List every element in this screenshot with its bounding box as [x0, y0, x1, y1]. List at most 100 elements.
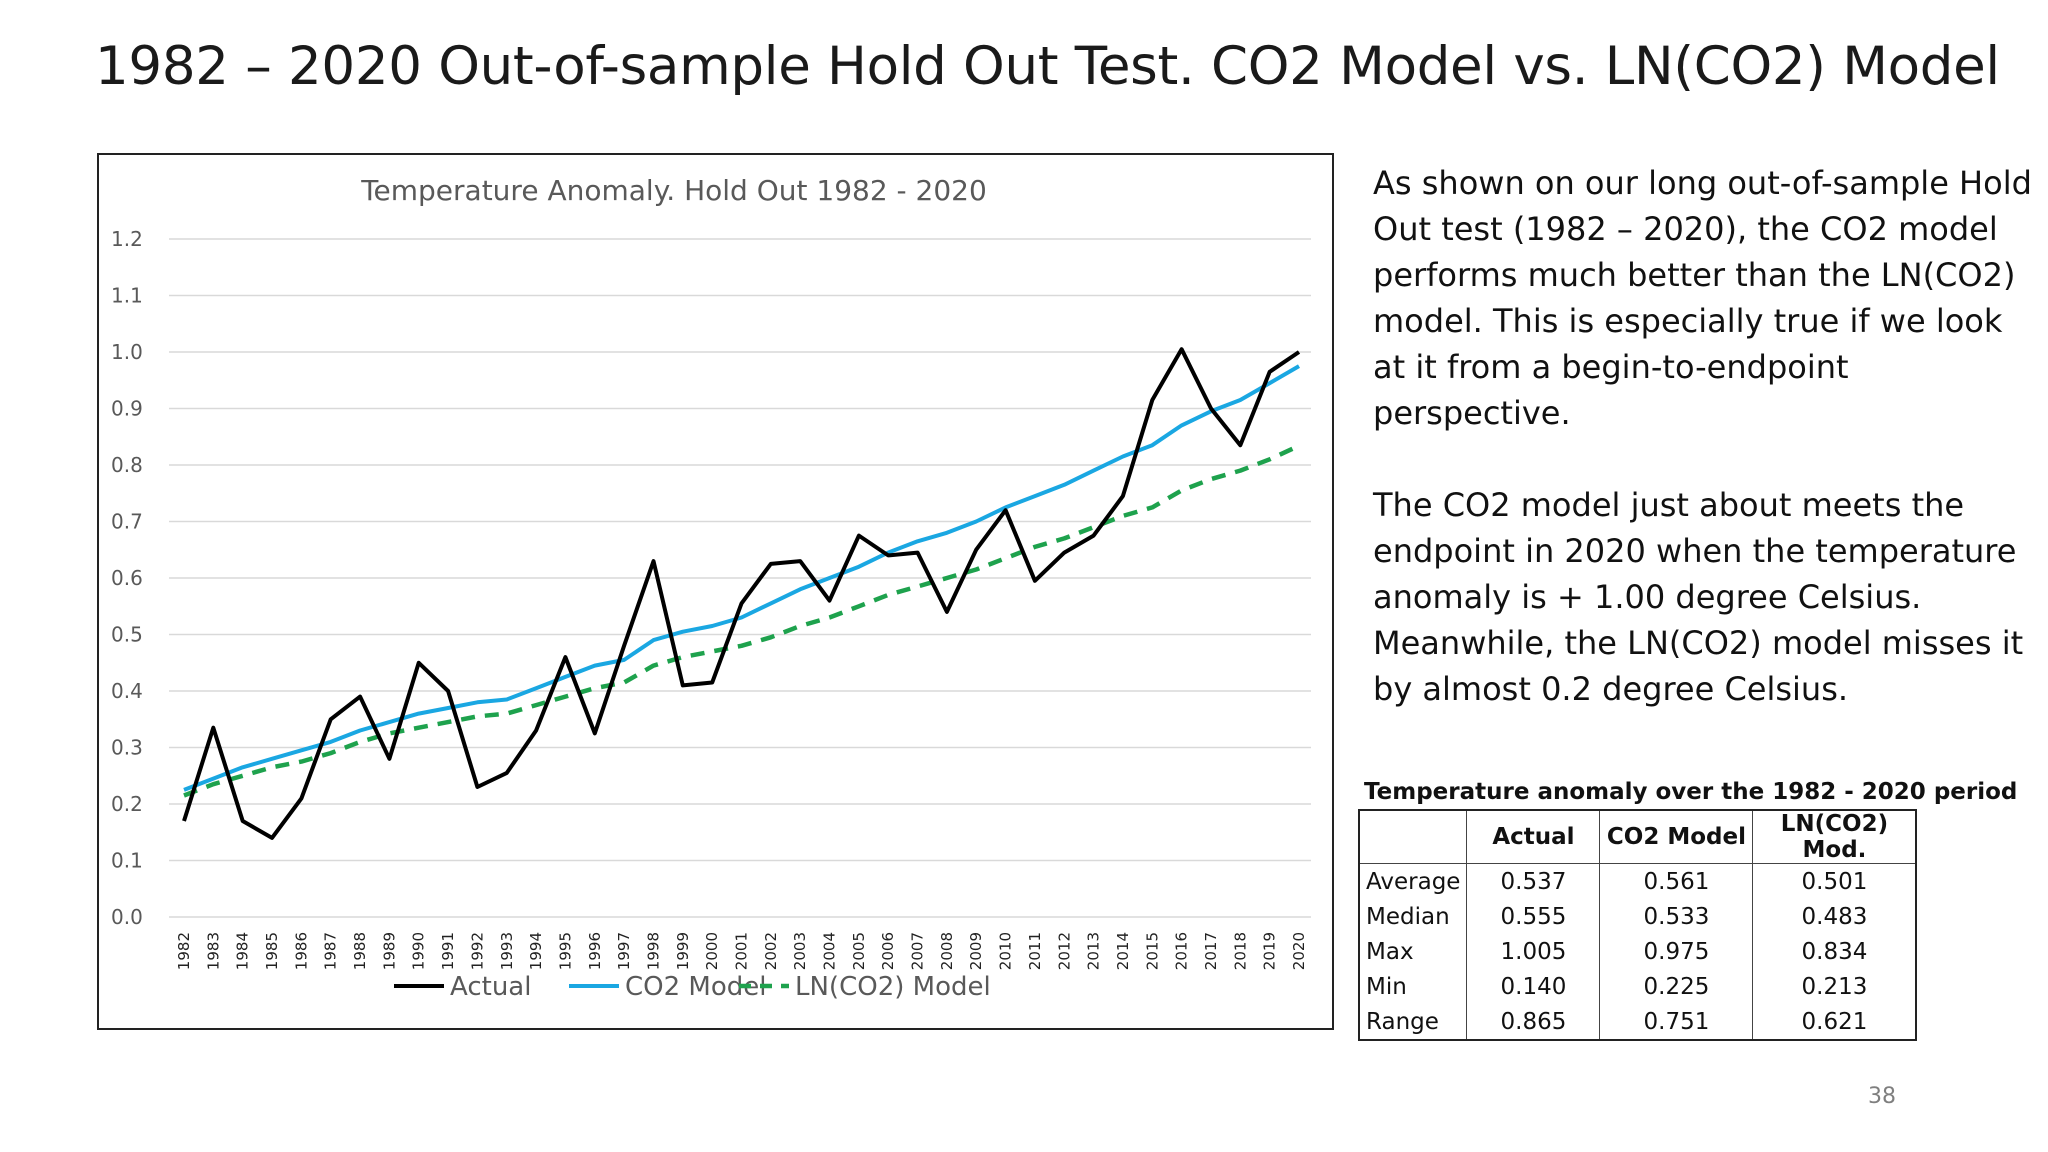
cell-value: 0.501 [1752, 863, 1917, 899]
cell-value: 0.537 [1500, 868, 1567, 895]
x-tick-label: 1984 [234, 932, 252, 970]
table-row: Max 1.005 0.975 0.834 [1359, 934, 1917, 969]
y-tick-label: 0.0 [111, 905, 143, 929]
y-tick-label: 0.8 [111, 453, 143, 477]
cell-value: 1.005 [1500, 938, 1567, 965]
x-tick-label: 1988 [351, 932, 369, 970]
x-tick-label: 1997 [615, 932, 633, 970]
row-label: Range [1359, 1004, 1468, 1040]
series-line-co2-model [183, 364, 1301, 792]
cell-value: 0.555 [1500, 903, 1567, 930]
x-axis-ticks: 1982 1983 1984 1985 1986 1987 1988 1989 1990 1991… [175, 932, 1308, 970]
series-line-actual [182, 347, 1301, 840]
x-tick-label: 1998 [644, 932, 662, 970]
x-tick-label: 2017 [1202, 932, 1220, 970]
y-tick-label: 0.3 [111, 736, 143, 760]
description-paragraph-1: As shown on our long out-of-sample Hold … [1373, 164, 2032, 432]
x-tick-label: 2001 [733, 932, 751, 970]
chart-title: Temperature Anomaly. Hold Out 1982 - 202… [360, 174, 987, 207]
table-row: Median 0.555 0.533 0.483 [1359, 899, 1917, 934]
cell-value: 0.621 [1752, 1004, 1917, 1040]
table-row: Min 0.140 0.225 0.213 [1359, 969, 1917, 1004]
y-tick-label: 0.5 [111, 623, 143, 647]
series-line-ln-co2-model [183, 443, 1300, 798]
x-tick-label: 2008 [938, 932, 956, 970]
x-tick-label: 1987 [322, 932, 340, 970]
x-tick-label: 2018 [1231, 932, 1249, 970]
y-tick-label: 0.6 [111, 566, 143, 590]
y-tick-label: 1.0 [111, 340, 143, 364]
x-tick-label: 2002 [762, 932, 780, 970]
x-tick-label: 2006 [879, 932, 897, 970]
row-label: Max [1359, 934, 1468, 969]
cell-value: 0.225 [1599, 969, 1753, 1004]
y-tick-label: 0.1 [111, 849, 143, 873]
cell-value: 0.751 [1599, 1004, 1753, 1040]
x-tick-label: 2019 [1261, 932, 1279, 970]
x-tick-label: 2004 [821, 932, 839, 970]
stats-table: Actual CO2 Model LN(CO2) Mod. Average 0.… [1358, 809, 1918, 1041]
y-tick-label: 1.2 [111, 227, 143, 251]
y-tick-label: 0.2 [111, 792, 143, 816]
stats-header-row: Actual CO2 Model LN(CO2) Mod. [1359, 810, 1917, 864]
x-tick-label: 1999 [674, 932, 692, 970]
x-tick-label: 2007 [909, 932, 927, 970]
stats-header-actual: Actual [1466, 810, 1600, 864]
stats-header-co2-model: CO2 Model [1599, 810, 1753, 864]
y-tick-label: 1.1 [111, 284, 143, 308]
x-tick-label: 1983 [204, 932, 222, 970]
y-tick-label: 0.7 [111, 510, 143, 534]
x-tick-label: 2014 [1114, 932, 1132, 970]
x-tick-label: 1991 [439, 932, 457, 970]
x-tick-label: 1996 [586, 932, 604, 970]
x-tick-label: 1985 [263, 932, 281, 970]
x-tick-label: 1995 [556, 932, 574, 970]
series-lines [182, 347, 1301, 840]
cell-value: 0.140 [1500, 973, 1567, 1000]
table-row: Range 0.865 0.751 0.621 [1359, 1004, 1917, 1040]
x-tick-label: 1993 [498, 932, 516, 970]
x-tick-label: 2015 [1143, 932, 1161, 970]
x-tick-label: 2005 [850, 932, 868, 970]
stats-table-title: Temperature anomaly over the 1982 - 2020… [1364, 779, 2018, 805]
x-tick-label: 2011 [1026, 932, 1044, 970]
chart-frame: Temperature Anomaly. Hold Out 1982 - 202… [97, 153, 1334, 1030]
cell-value: 0.561 [1599, 863, 1753, 899]
x-tick-label: 1982 [175, 932, 193, 970]
page-number: 38 [1868, 1084, 1896, 1109]
legend-label: Actual [450, 972, 531, 1002]
stats-header-ln-co2-model: LN(CO2) Mod. [1752, 810, 1917, 864]
cell-value: 0.213 [1752, 969, 1917, 1004]
slide-title: 1982 – 2020 Out-of-sample Hold Out Test.… [95, 36, 2000, 97]
cell-value: 0.483 [1752, 899, 1917, 934]
x-tick-label: 1992 [468, 932, 486, 970]
description-paragraph-2: The CO2 model just about meets the endpo… [1373, 486, 2024, 708]
y-tick-label: 0.4 [111, 679, 143, 703]
x-tick-label: 2016 [1173, 932, 1191, 970]
stats-block: Temperature anomaly over the 1982 - 2020… [1358, 773, 2048, 1041]
cell-value: 0.975 [1599, 934, 1753, 969]
table-row: Average 0.537 0.561 0.501 [1359, 863, 1917, 899]
row-label: Min [1359, 969, 1468, 1004]
row-label: Average [1359, 863, 1468, 899]
x-tick-label: 2020 [1290, 932, 1308, 970]
line-chart: Temperature Anomaly. Hold Out 1982 - 202… [111, 174, 1311, 1002]
cell-value: 0.834 [1752, 934, 1917, 969]
stats-header-corner [1359, 810, 1468, 864]
row-label: Median [1359, 899, 1468, 934]
cell-value: 0.865 [1500, 1008, 1567, 1035]
x-tick-label: 2010 [997, 932, 1015, 970]
x-tick-label: 1989 [380, 932, 398, 970]
x-tick-label: 1990 [410, 932, 428, 970]
x-tick-label: 2012 [1055, 932, 1073, 970]
cell-value: 0.533 [1599, 899, 1753, 934]
description-text: As shown on our long out-of-sample Hold … [1373, 160, 2033, 758]
legend-label: LN(CO2) Model [795, 972, 991, 1002]
y-tick-label: 0.9 [111, 397, 143, 421]
x-tick-label: 2013 [1085, 932, 1103, 970]
y-axis-ticks: 0.0 0.1 0.2 0.3 0.4 0.5 0.6 0.7 0.8 0.9 1.0 1.1 1.2 [111, 227, 143, 929]
x-tick-label: 2000 [703, 932, 721, 970]
x-tick-label: 2009 [967, 932, 985, 970]
gridlines [169, 238, 1311, 918]
x-tick-label: 1986 [292, 932, 310, 970]
